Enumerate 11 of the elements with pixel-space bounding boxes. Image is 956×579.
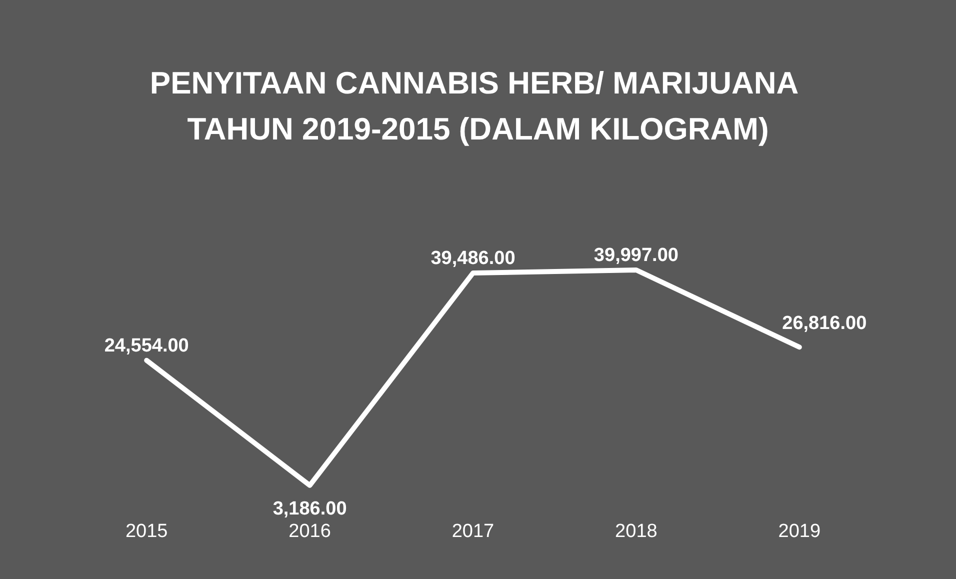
- x-tick-label: 2016: [288, 521, 331, 542]
- data-label: 24,554.00: [104, 335, 189, 356]
- x-tick-label: 2018: [615, 521, 658, 542]
- data-label: 39,997.00: [594, 245, 678, 266]
- data-label: 39,486.00: [430, 248, 516, 270]
- data-label: 3,186.00: [272, 498, 347, 520]
- x-tick-label: 2015: [125, 521, 168, 542]
- chart-title: PENYITAAN CANNABIS HERB/ MARIJUANA TAHUN 2019-2015 (DALAM KILOGRAM): [150, 66, 806, 146]
- x-tick-label: 2019: [778, 521, 821, 542]
- data-label: 26,816.00: [782, 313, 867, 334]
- x-tick-label: 2017: [452, 521, 494, 542]
